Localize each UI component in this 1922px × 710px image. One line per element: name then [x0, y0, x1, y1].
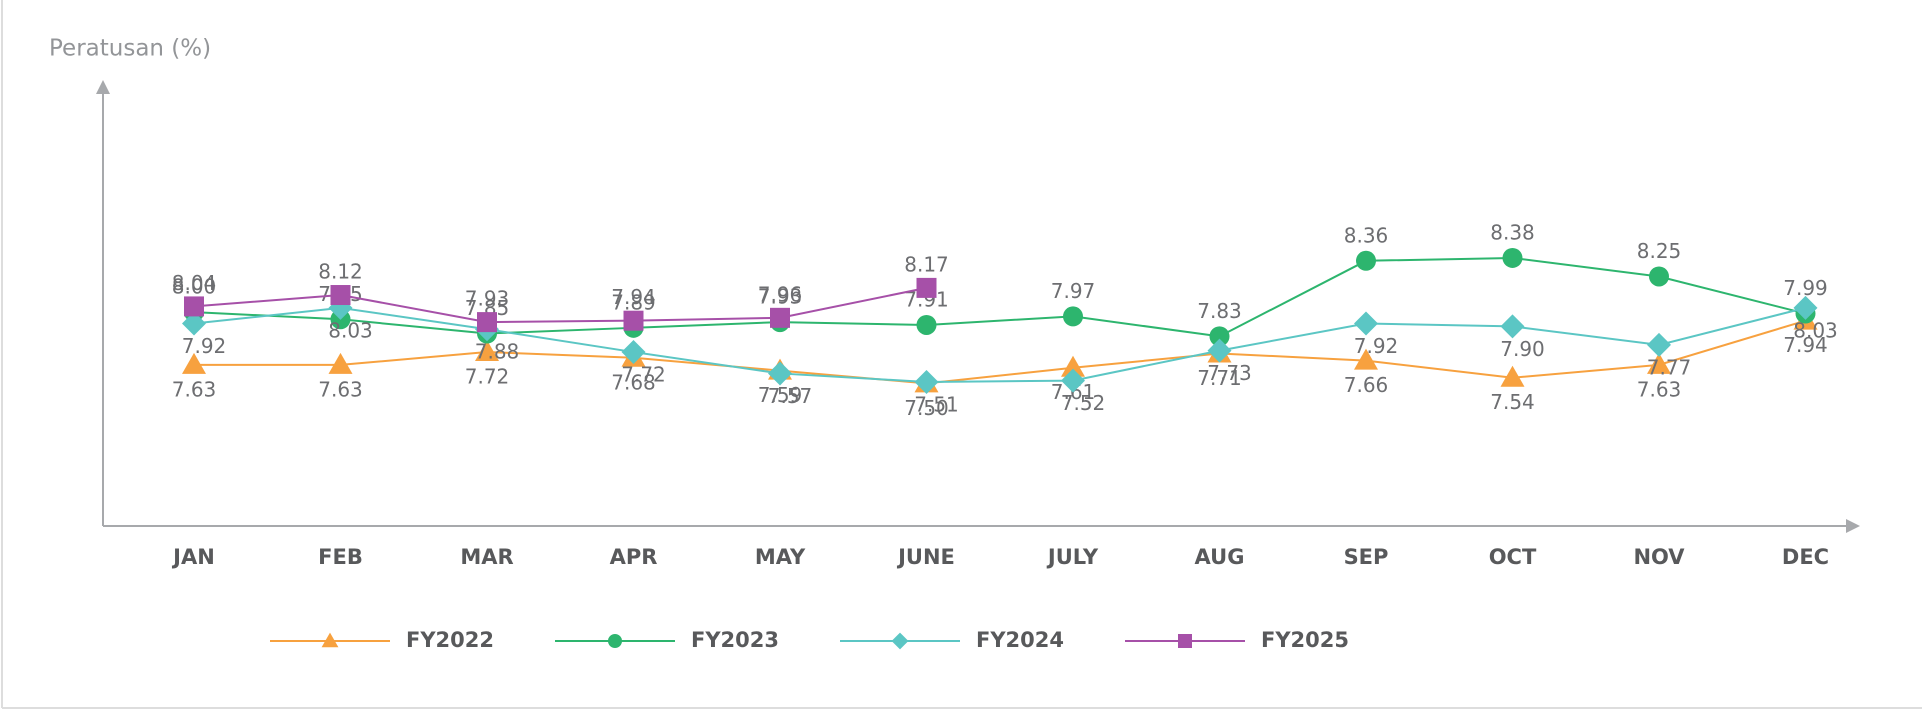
data-label: 7.93: [465, 287, 510, 311]
data-label: 7.66: [1344, 373, 1389, 397]
point: [1354, 348, 1378, 370]
point: [1061, 368, 1085, 393]
point: [1061, 355, 1085, 377]
data-label: 8.36: [1344, 223, 1389, 247]
legend-label: FY2025: [1261, 628, 1349, 652]
series-line: [193, 286, 927, 324]
point: [475, 340, 499, 362]
legend-label: FY2022: [406, 628, 494, 652]
data-label: 8.12: [318, 260, 363, 284]
data-label: 8.03: [1793, 318, 1838, 342]
point: [1356, 250, 1376, 271]
legend-label: FY2024: [976, 628, 1064, 652]
data-label: 8.00: [172, 275, 217, 299]
data-label: 7.89: [611, 290, 656, 314]
point: [1354, 311, 1378, 336]
y-axis-label: Peratusan (%): [49, 36, 211, 62]
x-tick-label: APR: [610, 545, 658, 569]
point: [184, 296, 204, 317]
x-tick-label: JAN: [171, 545, 215, 569]
point: [916, 314, 937, 335]
x-tick-label: NOV: [1633, 545, 1685, 569]
data-label: 7.93: [758, 285, 803, 309]
point: [608, 634, 622, 648]
point: [182, 352, 206, 374]
data-label: 7.94: [611, 285, 656, 309]
data-label: 7.77: [1647, 355, 1692, 379]
point: [1209, 326, 1230, 347]
point: [621, 340, 646, 365]
data-label: 8.04: [172, 271, 217, 295]
x-tick-label: MAR: [460, 545, 513, 569]
data-label: 7.94: [1783, 333, 1828, 357]
data-label: 7.83: [1197, 299, 1242, 323]
data-label: 8.25: [1637, 239, 1682, 263]
data-label: 7.51: [914, 392, 959, 416]
data-label: 7.52: [1061, 391, 1106, 415]
point: [1063, 306, 1083, 327]
data-label: 8.03: [328, 318, 373, 342]
x-tick-label: SEP: [1344, 545, 1389, 569]
point: [1647, 352, 1671, 374]
point: [891, 632, 909, 650]
data-label: 7.90: [1500, 337, 1545, 361]
data-label: 7.63: [1637, 377, 1682, 401]
data-label: 8.17: [904, 252, 949, 276]
point: [770, 307, 790, 328]
data-label: 8.38: [1490, 220, 1535, 244]
data-label: 7.92: [182, 334, 227, 358]
data-label: 7.97: [1051, 279, 1096, 303]
point: [321, 632, 339, 648]
x-tick-label: JUNE: [896, 545, 955, 569]
point: [1178, 634, 1192, 648]
data-label: 7.72: [465, 365, 510, 389]
x-tick-label: OCT: [1489, 545, 1537, 569]
point: [330, 285, 351, 306]
x-tick-label: FEB: [318, 545, 363, 569]
x-tick-label: JULY: [1046, 545, 1099, 569]
point: [623, 310, 644, 331]
data-label: 7.68: [611, 370, 656, 394]
x-tick-label: MAY: [755, 545, 806, 569]
point: [182, 311, 206, 336]
data-label: 7.63: [318, 377, 363, 401]
x-tick-label: DEC: [1782, 545, 1829, 569]
data-label: 7.63: [172, 377, 217, 401]
point: [914, 369, 939, 394]
point: [1647, 332, 1671, 357]
point: [477, 312, 497, 333]
data-label: 7.57: [768, 384, 813, 408]
series-line: [194, 319, 1806, 385]
point: [1502, 247, 1523, 268]
data-label: 7.59: [758, 383, 803, 407]
point: [1500, 314, 1525, 339]
data-label: 7.88: [475, 340, 520, 364]
point: [1793, 295, 1818, 320]
point: [1649, 266, 1669, 287]
point: [1207, 338, 1232, 363]
data-label: 7.54: [1490, 390, 1535, 414]
point: [768, 361, 792, 386]
series-line: [193, 256, 1806, 338]
point: [328, 352, 353, 374]
point: [916, 277, 937, 298]
x-axis-arrow: [1846, 519, 1860, 533]
data-label: 7.72: [621, 363, 666, 387]
data-label: 7.73: [1207, 361, 1252, 385]
data-label: 7.92: [1354, 334, 1399, 358]
data-label: 7.96: [758, 282, 803, 306]
y-axis-arrow: [96, 80, 110, 94]
data-label: 7.71: [1197, 366, 1242, 390]
x-tick-label: AUG: [1195, 545, 1245, 569]
legend-label: FY2023: [691, 628, 779, 652]
point: [1500, 365, 1525, 387]
data-label: 7.50: [904, 396, 949, 420]
series-line: [193, 306, 1806, 383]
